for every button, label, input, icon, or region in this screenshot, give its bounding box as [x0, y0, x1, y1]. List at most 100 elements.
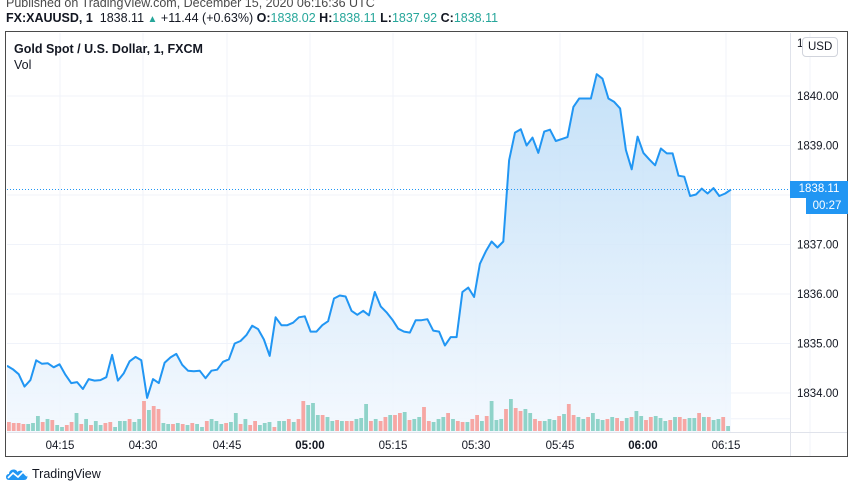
- volume-bar: [103, 423, 108, 431]
- volume-bar: [296, 419, 301, 431]
- volume-bar: [344, 421, 349, 431]
- volume-bar: [359, 418, 364, 431]
- volume-bar: [147, 410, 151, 431]
- volume-bar: [480, 421, 484, 431]
- volume-bar: [69, 422, 74, 431]
- volume-bar: [417, 417, 422, 431]
- price-change: +11.44 (+0.63%): [160, 11, 254, 25]
- volume-bar: [600, 420, 605, 431]
- volume-bar: [209, 419, 214, 431]
- volume-bar: [248, 425, 253, 431]
- time-tick-label: 04:30: [129, 440, 158, 452]
- volume-bar: [224, 423, 228, 431]
- volume-bar: [378, 421, 383, 431]
- volume-bar: [697, 413, 701, 431]
- volume-bar: [306, 405, 311, 431]
- volume-bar: [509, 399, 513, 431]
- volume-bar: [36, 416, 40, 431]
- volume-bar: [373, 419, 378, 431]
- volume-bar: [465, 422, 470, 431]
- current-price-tag: 1838.11: [790, 181, 848, 198]
- high-value: 1838.11: [332, 11, 377, 25]
- price-tick-label: 1839.00: [797, 141, 839, 153]
- volume-bar: [504, 409, 508, 431]
- volume-bar: [557, 416, 561, 431]
- bar-countdown-tag: 00:27: [806, 198, 848, 214]
- volume-bar: [151, 406, 156, 431]
- volume-bar: [412, 419, 417, 431]
- volume-bar: [79, 424, 84, 431]
- volume-bar: [721, 417, 726, 431]
- volume-bar: [238, 424, 243, 431]
- volume-bar: [706, 417, 711, 431]
- volume-bar: [677, 417, 682, 431]
- volume-bar: [11, 423, 16, 431]
- volume-bar: [142, 401, 146, 431]
- volume-bar: [84, 419, 88, 431]
- volume-bar: [320, 415, 325, 431]
- volume-bar: [291, 422, 296, 431]
- volume-bar: [562, 414, 566, 431]
- volume-bar: [687, 418, 692, 431]
- volume-bar: [315, 415, 320, 431]
- volume-bar: [262, 423, 267, 431]
- volume-bar: [398, 413, 402, 431]
- volume-bar: [156, 409, 161, 431]
- volume-bar: [615, 418, 619, 431]
- volume-bar: [354, 419, 359, 431]
- open-label: O:: [256, 11, 271, 25]
- open-value: 1838.02: [270, 11, 316, 25]
- price-tick-label: 1840.00: [797, 91, 839, 103]
- time-scale[interactable]: 04:15 04:30 04:45 05:00 05:15 05:30 05:45 06:00…: [46, 440, 741, 452]
- price-area-fill: [7, 74, 731, 432]
- volume-bar: [489, 401, 494, 431]
- volume-bar: [542, 421, 547, 431]
- volume-bar: [407, 420, 412, 431]
- volume-bar: [282, 421, 286, 431]
- volume-bar: [663, 421, 668, 431]
- volume-bar: [369, 421, 373, 431]
- volume-bar: [16, 423, 21, 431]
- volume-bar: [576, 417, 581, 431]
- volume-bar: [26, 424, 31, 431]
- partial-price-label: 1: [797, 38, 804, 50]
- volume-bar: [243, 419, 248, 431]
- published-caption: Published on TradingView.com, December 1…: [6, 0, 375, 10]
- volume-bar: [451, 419, 455, 431]
- legend-volume: Vol: [14, 58, 32, 72]
- volume-bar: [40, 422, 45, 431]
- volume-bar: [277, 421, 282, 431]
- volume-bar: [349, 421, 354, 431]
- price-tick-label: 1837.00: [797, 240, 839, 252]
- volume-bar: [335, 420, 339, 431]
- volume-bar: [190, 423, 195, 431]
- volume-bar: [132, 422, 137, 431]
- volume-bar: [431, 422, 436, 431]
- tradingview-logo[interactable]: TradingView: [5, 467, 101, 481]
- volume-bar: [702, 417, 706, 431]
- volume-bar: [113, 427, 117, 431]
- low-label: L:: [380, 11, 392, 25]
- volume-bar: [402, 412, 407, 431]
- volume-bar: [45, 419, 50, 431]
- volume-bar: [634, 411, 639, 431]
- volume-bar: [533, 419, 537, 431]
- volume-bar: [50, 420, 55, 431]
- volume-bar: [161, 423, 166, 431]
- volume-bar: [518, 411, 523, 431]
- volume-bar: [499, 419, 504, 431]
- volume-bar: [523, 409, 528, 431]
- price-scale[interactable]: 1834.00 1835.00 1836.00 1837.00 1839.00 1840.…: [797, 91, 839, 400]
- volume-bar: [591, 413, 595, 431]
- volume-bar: [620, 421, 624, 431]
- volume-bar: [166, 424, 171, 431]
- volume-bar: [137, 419, 142, 431]
- high-label: H:: [319, 11, 333, 25]
- price-tick-label: 1834.00: [797, 388, 839, 400]
- last-price: 1838.11: [99, 11, 145, 25]
- currency-button[interactable]: USD: [802, 37, 839, 57]
- volume-bar: [195, 424, 199, 431]
- volume-bar: [726, 426, 730, 431]
- volume-bar: [426, 421, 431, 431]
